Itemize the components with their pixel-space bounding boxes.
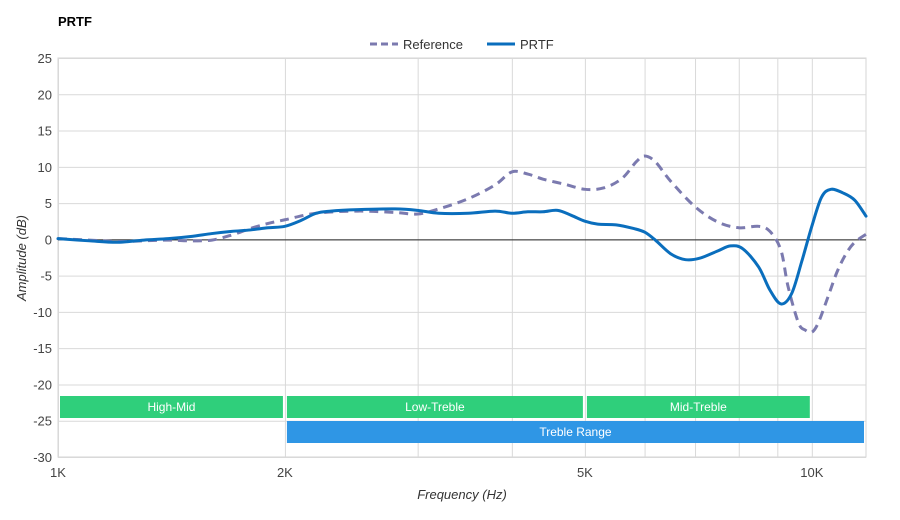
x-tick-label: 2K <box>277 465 293 480</box>
y-tick-label: 20 <box>38 87 52 102</box>
band-label: High-Mid <box>147 400 195 414</box>
band-label: Mid-Treble <box>670 400 727 414</box>
y-tick-label: -25 <box>33 414 52 429</box>
y-tick-label: -20 <box>33 377 52 392</box>
series-lines <box>56 154 868 335</box>
y-tick-label: 10 <box>38 160 52 175</box>
y-tick-label: -10 <box>33 305 52 320</box>
y-tick-label: -5 <box>40 269 52 284</box>
band-label: Low-Treble <box>405 400 465 414</box>
chart-title: PRTF <box>58 14 92 29</box>
series-line-prtf <box>56 187 868 306</box>
band-high-mid: High-Mid <box>60 396 283 418</box>
y-tick-label: 5 <box>45 196 52 211</box>
x-tick-label: 5K <box>577 465 593 480</box>
frequency-bands: High-Mid Low-Treble Mid-Treble Treble Range <box>60 396 864 443</box>
y-tick-label: 15 <box>38 124 52 139</box>
y-tick-label: 25 <box>38 51 52 66</box>
y-tick-label: -30 <box>33 450 52 465</box>
x-axis-ticks: 1K 2K 5K 10K <box>50 465 824 480</box>
band-rect <box>286 421 864 443</box>
series-line-reference <box>57 154 867 335</box>
y-axis-label: Amplitude (dB) <box>14 215 29 302</box>
band-rect <box>286 396 583 418</box>
legend-label-reference: Reference <box>403 37 463 52</box>
band-treble-range: Treble Range <box>286 421 864 443</box>
band-label: Treble Range <box>539 425 612 439</box>
legend-label-prtf: PRTF <box>520 37 554 52</box>
band-rect <box>60 396 283 418</box>
x-axis-label: Frequency (Hz) <box>417 487 507 502</box>
band-mid-treble: Mid-Treble <box>586 396 810 418</box>
y-tick-label: -15 <box>33 341 52 356</box>
band-low-treble: Low-Treble <box>286 396 583 418</box>
x-tick-label: 1K <box>50 465 66 480</box>
band-rect <box>586 396 810 418</box>
y-axis-ticks: 25 20 15 10 5 0 -5 -10 -15 -20 -25 -30 <box>33 51 52 465</box>
x-tick-label: 10K <box>800 465 823 480</box>
y-tick-label: 0 <box>45 232 52 247</box>
legend: Reference PRTF <box>370 37 554 52</box>
